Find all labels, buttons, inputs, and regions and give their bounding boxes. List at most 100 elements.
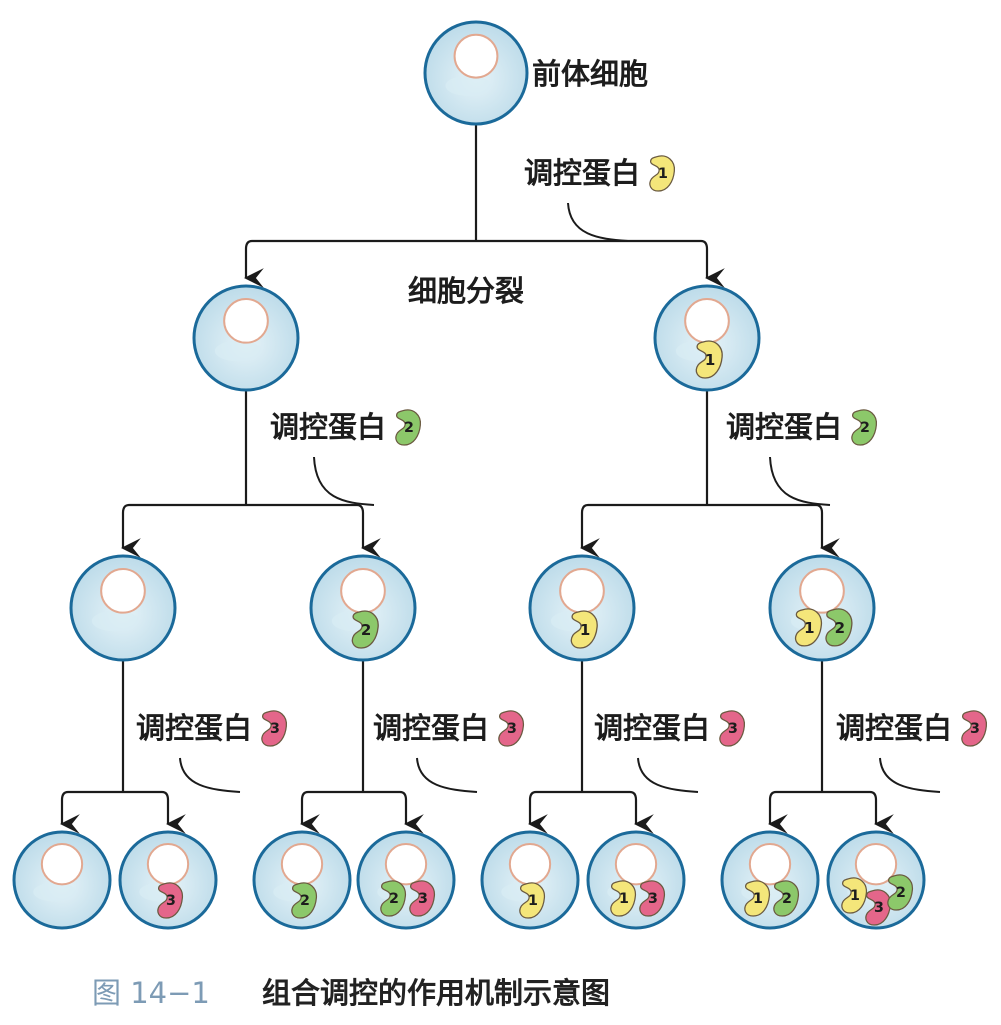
regulatory-protein-2: 2	[291, 882, 317, 919]
protein-number: 1	[753, 891, 763, 907]
protein-shape	[744, 880, 770, 917]
regulatory-protein-1: 1	[841, 877, 867, 914]
figure-title: 组合调控的作用机制示意图	[262, 976, 610, 1010]
protein-number: 1	[619, 891, 629, 907]
cytoplasm-shading	[214, 340, 262, 362]
cytoplasm-shading	[33, 882, 77, 902]
nucleus	[453, 33, 499, 79]
protein-shape	[261, 710, 287, 747]
regulator-label-2: 调控蛋白 2	[270, 409, 421, 446]
regulatory-protein-2: 2	[887, 874, 913, 911]
branch-arrow-right	[123, 790, 186, 834]
protein-number: 2	[896, 885, 906, 901]
nucleus	[223, 298, 269, 344]
regulator-text: 调控蛋白	[136, 711, 252, 745]
regulator-text: 调控蛋白	[836, 711, 952, 745]
regulator-text: 调控蛋白	[373, 711, 489, 745]
cell-level2-1: 2	[309, 554, 417, 662]
protein-number: 3	[728, 721, 738, 737]
nucleus	[684, 298, 730, 344]
regulatory-protein-2: 2	[825, 608, 853, 647]
regulatory-protein-1: 1	[744, 880, 770, 917]
protein-number: 3	[270, 721, 280, 737]
regulator-text: 调控蛋白	[270, 410, 386, 444]
cell-level2-0	[69, 554, 177, 662]
regulator-pointer	[313, 456, 375, 506]
protein-shape	[519, 882, 545, 919]
cell-level2-2: 1	[528, 554, 636, 662]
branch-arrow-left	[244, 239, 476, 288]
protein-number: 3	[970, 721, 980, 737]
regulatory-protein-2: 2	[773, 880, 799, 917]
regulatory-protein-2: 2	[395, 409, 421, 446]
regulatory-protein-3: 3	[498, 710, 524, 747]
regulatory-protein-1: 1	[570, 610, 598, 649]
protein-shape	[841, 877, 867, 914]
branch-arrow-left	[121, 503, 246, 558]
precursor-cell-label: 前体细胞	[532, 57, 648, 91]
regulatory-protein-3: 3	[261, 710, 287, 747]
regulatory-protein-2: 2	[851, 409, 877, 446]
cell-level3-7: 132	[826, 830, 926, 930]
branch-lines	[60, 124, 941, 834]
protein-shape	[351, 610, 379, 649]
branch-arrow-left	[768, 790, 822, 834]
cell-level1-1: 1	[653, 284, 761, 392]
nucleus	[799, 568, 845, 614]
regulatory-protein-2: 2	[380, 880, 406, 917]
regulator-pointer	[637, 757, 699, 793]
protein-number: 2	[389, 891, 399, 907]
cells: 12 1 1 23 2 2 3 1 1 3 1 2 132	[12, 20, 926, 930]
protein-number: 2	[300, 893, 310, 909]
cell-division-label: 细胞分裂	[408, 274, 524, 308]
protein-shape	[825, 608, 853, 647]
branch-arrow-left	[528, 790, 582, 834]
cell-level3-1: 3	[118, 830, 218, 930]
regulator-text: 调控蛋白	[524, 156, 640, 190]
regulator-text: 调控蛋白	[726, 410, 842, 444]
protein-shape	[773, 880, 799, 917]
protein-shape	[719, 710, 745, 747]
branch-arrow-left	[580, 503, 707, 558]
protein-number: 3	[648, 891, 658, 907]
protein-shape	[157, 882, 183, 919]
protein-shape	[851, 409, 877, 446]
regulatory-protein-1: 1	[695, 340, 723, 379]
protein-number: 3	[166, 893, 176, 909]
branch-arrow-right	[363, 790, 424, 834]
regulatory-protein-3: 3	[409, 880, 435, 917]
regulatory-protein-1: 1	[519, 882, 545, 919]
protein-shape	[639, 880, 665, 917]
nucleus	[559, 568, 605, 614]
protein-number: 3	[418, 891, 428, 907]
regulator-pointer	[879, 757, 941, 793]
regulator-labels: 调控蛋白 1 调控蛋白 2 调控蛋白 2 调控蛋白 3 调控蛋白 3 调控蛋白 3 调控蛋白 3	[136, 155, 987, 747]
protein-number: 1	[850, 888, 860, 904]
nucleus	[614, 843, 658, 886]
branch-arrow-left	[60, 790, 123, 834]
protein-number: 3	[507, 721, 517, 737]
regulator-text: 调控蛋白	[594, 711, 710, 745]
protein-shape	[649, 155, 675, 192]
protein-number: 1	[705, 351, 715, 369]
regulator-label-1: 调控蛋白 1	[524, 155, 675, 192]
regulatory-protein-2: 2	[351, 610, 379, 649]
protein-shape	[961, 710, 987, 747]
protein-number: 2	[404, 420, 414, 436]
regulator-label-3: 调控蛋白 3	[136, 710, 287, 747]
nucleus	[340, 568, 386, 614]
nucleus	[384, 843, 428, 886]
protein-number: 3	[874, 900, 884, 916]
protein-shape	[887, 874, 913, 911]
regulatory-protein-1: 1	[610, 880, 636, 917]
protein-shape	[395, 409, 421, 446]
protein-number: 1	[658, 166, 668, 182]
regulatory-protein-3: 3	[961, 710, 987, 747]
protein-shape	[380, 880, 406, 917]
